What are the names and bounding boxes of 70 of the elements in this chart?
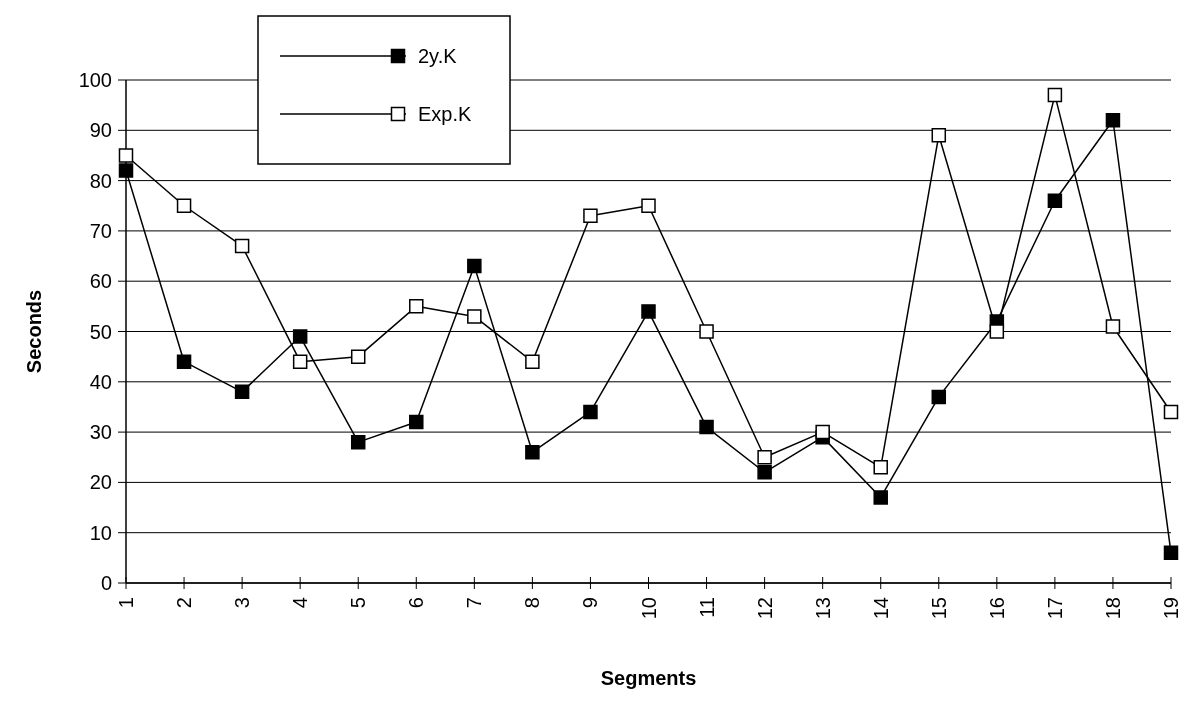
- legend-label: 2y.K: [418, 45, 458, 67]
- point: [525, 444, 540, 460]
- point: [525, 354, 540, 369]
- x-tick-label: 9: [579, 597, 602, 609]
- point: [873, 490, 888, 505]
- legend-label: Exp.K: [418, 103, 473, 125]
- x-tick-label: 8: [521, 597, 544, 609]
- y-tick-label: 0: [100, 572, 112, 594]
- point: [234, 384, 250, 400]
- point: [350, 434, 366, 450]
- point: [1163, 404, 1179, 420]
- y-tick-label: 10: [89, 521, 112, 544]
- point: [815, 424, 830, 440]
- point: [989, 324, 1005, 339]
- point: [757, 450, 772, 465]
- x-tick-label: 16: [985, 597, 1008, 620]
- y-tick-label: 20: [89, 471, 112, 494]
- x-tick-label: 12: [753, 597, 776, 620]
- x-tick-label: 13: [811, 597, 834, 620]
- point: [583, 404, 598, 420]
- point: [467, 258, 482, 274]
- x-tick-label: 18: [1101, 597, 1124, 620]
- point: [931, 389, 947, 405]
- y-tick-label: 100: [78, 69, 112, 91]
- point: [641, 198, 656, 213]
- point: [873, 460, 888, 475]
- y-tick-label: 40: [89, 370, 112, 393]
- point: [583, 208, 598, 224]
- point: [1105, 319, 1121, 334]
- y-tick-label: 70: [89, 219, 112, 242]
- point: [467, 309, 482, 324]
- x-axis-title: Segments: [600, 667, 697, 689]
- x-tick-label: 7: [463, 597, 486, 609]
- point: [292, 354, 308, 369]
- y-tick-label: 60: [89, 270, 112, 293]
- point: [931, 128, 947, 143]
- point: [176, 198, 192, 213]
- point: [699, 324, 714, 339]
- point: [118, 148, 134, 163]
- point: [1047, 193, 1063, 208]
- x-tick-label: 2: [173, 597, 196, 609]
- point: [409, 299, 424, 314]
- point: [1047, 87, 1063, 103]
- x-tick-label: 10: [637, 597, 660, 620]
- y-tick-label: 90: [89, 119, 112, 142]
- point: [757, 465, 772, 480]
- x-tick-label: 11: [695, 597, 718, 618]
- x-tick-label: 14: [869, 597, 892, 620]
- y-axis-title: Seconds: [23, 289, 45, 374]
- point: [409, 414, 424, 430]
- x-tick-label: 4: [289, 597, 312, 609]
- point: [234, 238, 250, 254]
- point: [1163, 545, 1179, 561]
- y-tick-label: 50: [89, 320, 112, 343]
- x-tick-label: 6: [405, 597, 428, 609]
- point: [641, 304, 656, 319]
- point: [176, 354, 192, 369]
- point: [1105, 112, 1121, 128]
- x-tick-label: 1: [115, 597, 137, 609]
- x-tick-label: 15: [927, 597, 950, 620]
- x-tick-label: 17: [1043, 597, 1066, 620]
- point: [699, 419, 714, 435]
- x-tick-label: 3: [231, 597, 254, 609]
- point: [292, 329, 308, 344]
- y-tick-label: 30: [89, 421, 112, 444]
- x-tick-label: 19: [1160, 597, 1182, 620]
- x-tick-label: 5: [347, 597, 370, 609]
- point: [350, 349, 366, 364]
- point: [118, 163, 134, 178]
- y-tick-label: 80: [89, 169, 112, 192]
